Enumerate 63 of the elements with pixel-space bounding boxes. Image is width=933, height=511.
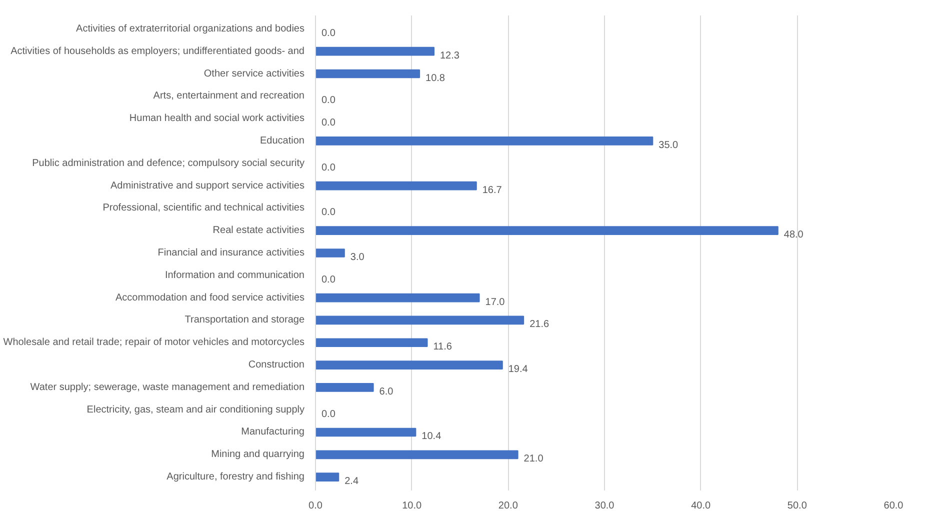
x-tick-label: 30.0 [594,500,615,511]
data-label: 10.4 [422,431,442,442]
x-tick-label: 20.0 [498,500,518,511]
bar [316,428,416,437]
y-tick-label: Administrative and support service activities [110,180,305,192]
bar [316,383,374,392]
data-label: 3.0 [350,252,365,263]
y-tick-label: Professional, scientific and technical activities [102,202,305,214]
y-tick-label: Water supply; sewerage, waste management and remediation [30,382,304,393]
data-label: 17.0 [485,296,506,308]
bar [316,338,428,348]
data-label: 11.6 [433,342,452,353]
y-tick-label: Wholesale and retail trade; repair of motor vehicles and motorcycles [3,337,304,348]
x-tick-label: 50.0 [787,500,808,511]
x-tick-label: 10.0 [402,500,422,511]
x-tick-label: 60.0 [884,500,904,511]
y-tick-label: Other service activities [204,68,305,80]
y-tick-label: Real estate activities [212,225,305,236]
y-tick-label: Human health and social work activities [129,113,305,124]
x-tick-label: 40.0 [691,500,712,511]
x-tick-label: 0.0 [308,500,323,511]
bar [316,69,420,78]
data-label: 19.4 [508,364,528,376]
data-label: 12.3 [440,50,460,62]
y-tick-label: Transportation and storage [184,314,305,326]
bar [316,316,524,325]
data-label: 0.0 [322,162,336,174]
data-label: 35.0 [658,140,679,151]
data-label: 0.0 [322,28,336,39]
y-tick-label: Accommodation and food service activities [116,292,305,304]
data-label: 0.0 [322,118,336,129]
bar [316,248,345,258]
data-label: 16.7 [482,184,502,196]
data-label: 21.0 [524,454,544,465]
y-tick-label: Electricity, gas, steam and air conditioning supply [86,404,305,416]
data-label: 0.0 [322,95,336,106]
y-tick-label: Construction [248,360,305,371]
bar [316,226,778,236]
y-tick-label: Financial and insurance activities [158,248,305,258]
y-tick-label: Agriculture, forestry and fishing [166,472,304,483]
y-tick-label: Manufacturing [241,426,305,438]
bar [316,181,477,190]
data-label: 10.8 [426,72,446,84]
data-label: 0.0 [322,408,336,420]
bar [316,136,654,146]
y-tick-label: Mining and quarrying [211,449,304,460]
bar [316,450,518,460]
data-label: 0.0 [322,207,336,218]
bar [316,360,503,370]
y-tick-label: Activities of extraterritorial organizations and bodies [76,23,305,34]
data-label: 2.4 [344,476,359,488]
bar [316,293,480,302]
bar [316,472,340,482]
data-label: 6.0 [379,386,394,398]
y-tick-label: Activities of households as employers; undifferentiated goods- and [10,46,305,57]
bar [316,46,434,56]
y-tick-label: Public administration and defence; compulsory social security [32,158,305,169]
y-tick-label: Education [260,135,305,146]
data-label: 0.0 [322,274,336,286]
y-tick-label: Information and communication [164,270,305,281]
data-label: 48.0 [784,230,804,241]
y-tick-label: Arts, entertainment and recreation [153,90,305,102]
data-label: 21.6 [530,319,550,330]
